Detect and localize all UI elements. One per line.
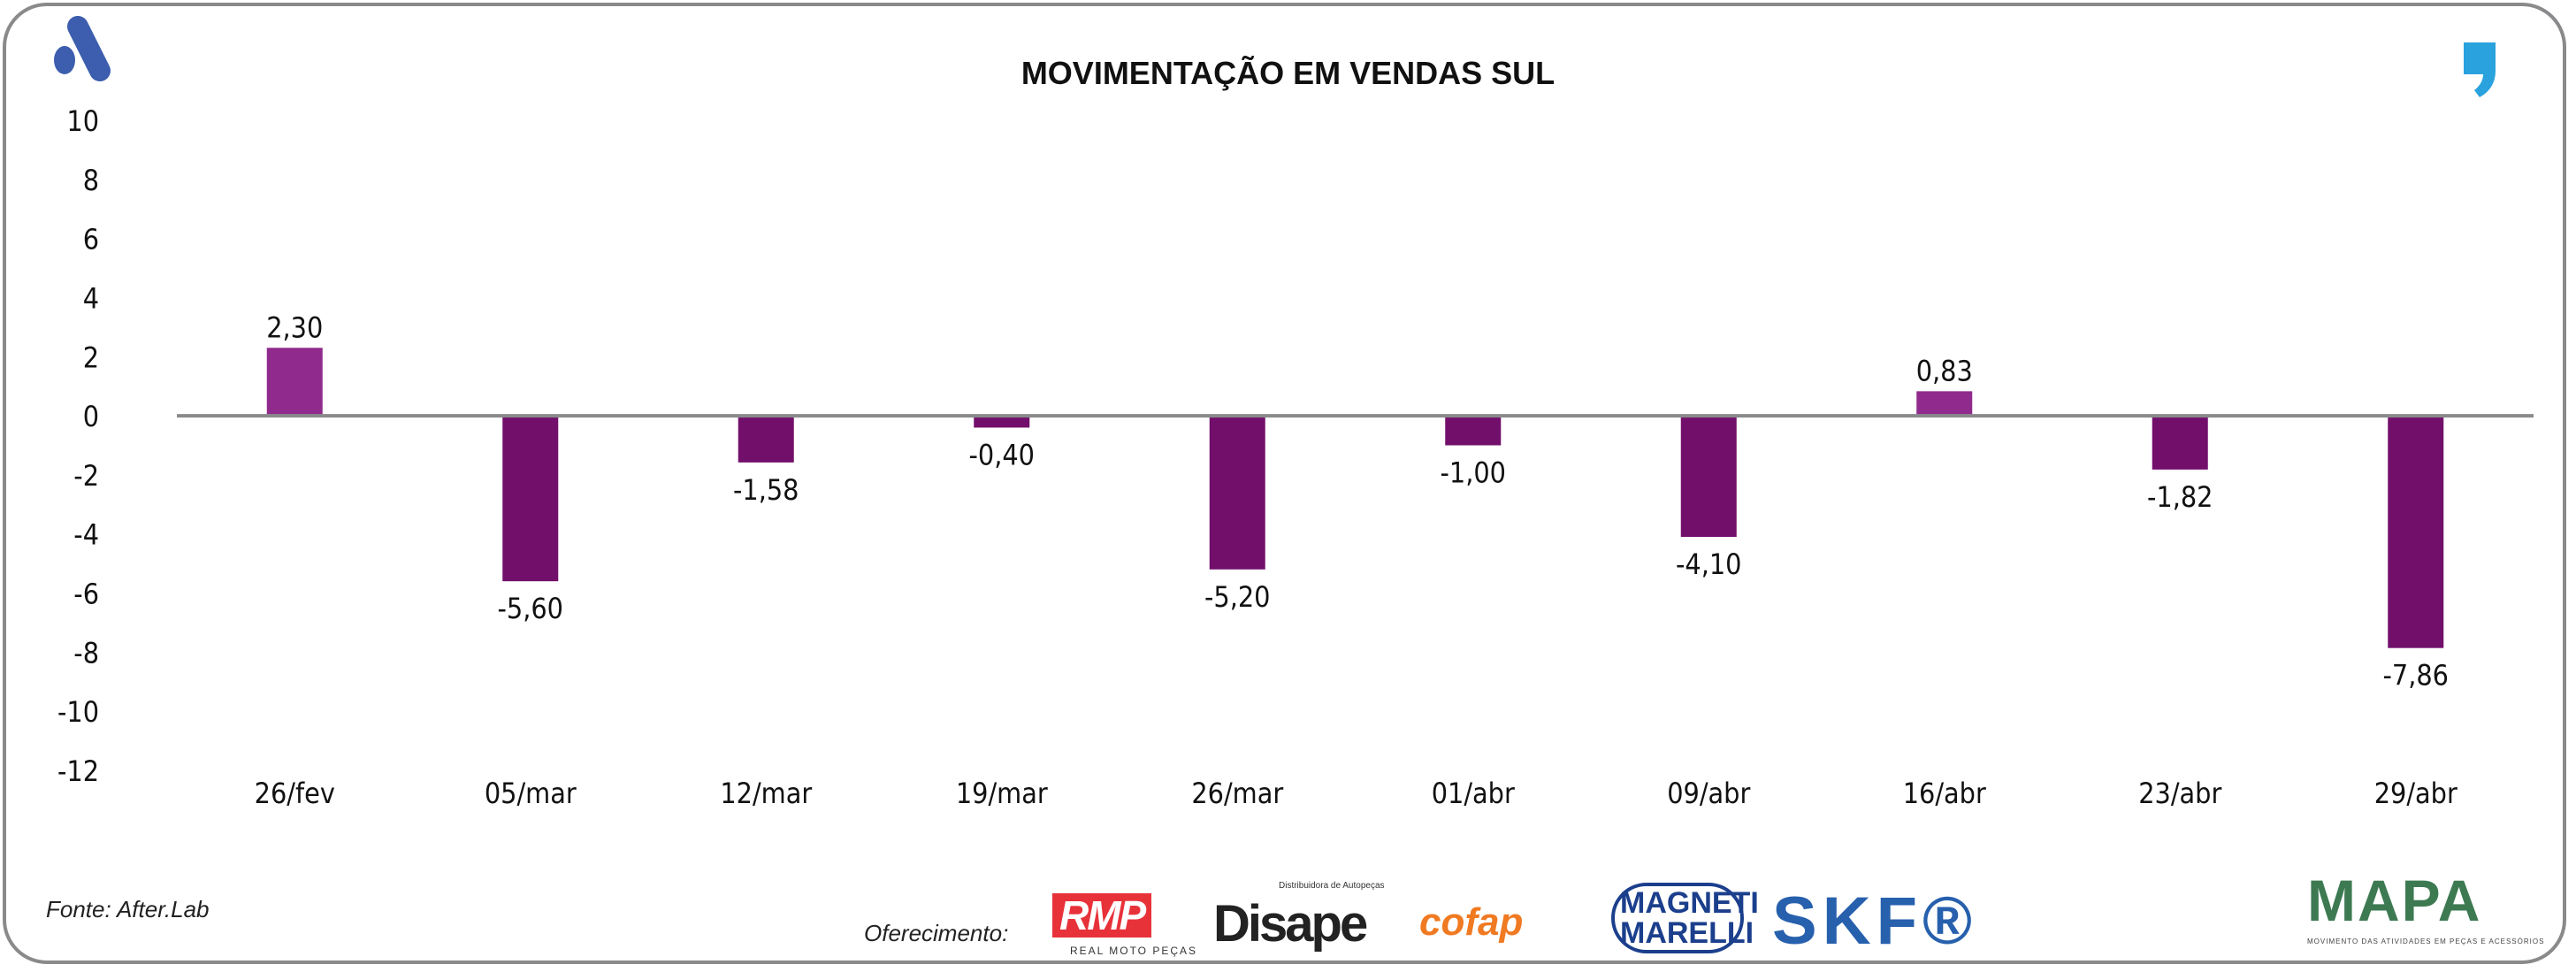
y-tick-label: -10	[57, 695, 99, 729]
magneti-marelli-logo: MAGNETI MARELLI	[1611, 883, 1759, 953]
y-tick-label: -4	[73, 518, 99, 552]
chart-title: MOVIMENTAÇÃO EM VENDAS SUL	[1020, 55, 1556, 91]
mapa-logo: MAPA	[2307, 868, 2482, 933]
bar	[1680, 416, 1737, 538]
bar	[1445, 416, 1502, 446]
bar	[266, 348, 323, 417]
y-tick-label: -2	[73, 459, 99, 493]
x-tick-label: 26/fev	[255, 777, 335, 810]
x-tick-label: 26/mar	[1191, 777, 1283, 810]
data-label: -5,20	[1204, 580, 1270, 614]
data-label: -1,00	[1441, 456, 1506, 490]
x-tick-label: 01/abr	[1432, 777, 1515, 810]
y-tick-label: 2	[83, 341, 99, 374]
disape-logo: Disape	[1213, 895, 1368, 953]
mapa-logo-subtitle: MOVIMENTO DAS ATIVIDADES EM PEÇAS E ACES…	[2307, 938, 2545, 945]
data-label: -4,10	[1676, 547, 1741, 581]
rmp-logo-subtitle: REAL MOTO PEÇAS	[1070, 945, 1198, 957]
y-tick-label: 6	[83, 223, 99, 256]
y-tick-label: 0	[83, 400, 99, 433]
bar	[974, 416, 1030, 428]
data-label: 2,30	[266, 310, 323, 344]
data-label: 0,83	[1916, 354, 1973, 387]
data-label: -1,82	[2147, 480, 2213, 514]
y-tick-label: 10	[66, 104, 99, 138]
data-label: -5,60	[498, 592, 563, 625]
bar	[2388, 416, 2444, 648]
sponsors-label: Oferecimento:	[864, 920, 1009, 946]
brand-logo-icon	[54, 16, 111, 81]
x-tick-label: 29/abr	[2374, 777, 2458, 810]
x-tick-label: 12/mar	[720, 777, 812, 810]
y-tick-label: 8	[83, 164, 99, 197]
y-tick-label: 4	[83, 281, 99, 315]
rmp-logo: RMP	[1052, 893, 1152, 938]
bar	[1209, 416, 1265, 570]
source-note: Fonte: After.Lab	[46, 896, 210, 922]
disape-logo-subtitle: Distribuidora de Autopeças	[1279, 881, 1385, 891]
bar-chart: 10 8 6 4 2 0 -2 -4 -6 -8 -10 -12 2,30 26/fev -5,60 05/m…	[57, 104, 2534, 810]
skf-logo: SKF®	[1772, 884, 1977, 959]
y-tick-label: -12	[57, 754, 99, 788]
bar	[738, 416, 794, 463]
cofap-logo: cofap	[1419, 900, 1524, 944]
y-tick-label: -8	[73, 636, 99, 670]
data-label: -7,86	[2383, 659, 2449, 693]
x-tick-label: 19/mar	[956, 777, 1048, 810]
bar	[1916, 391, 1973, 417]
x-tick-label: 23/abr	[2138, 777, 2221, 810]
data-label: -1,58	[733, 473, 799, 507]
x-tick-label: 09/abr	[1667, 777, 1750, 810]
chart-frame	[3, 3, 2566, 964]
x-tick-label: 05/mar	[485, 777, 577, 810]
data-label: -0,40	[969, 438, 1035, 471]
bar	[502, 416, 559, 582]
y-tick-label: -6	[73, 578, 99, 611]
bar	[2152, 416, 2208, 470]
quote-icon	[2464, 42, 2496, 97]
x-tick-label: 16/abr	[1903, 777, 1986, 810]
